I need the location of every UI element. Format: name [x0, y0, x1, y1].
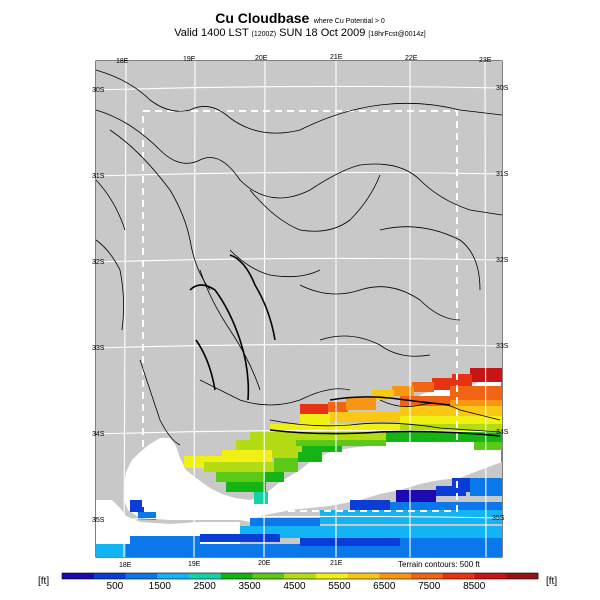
- lon-label-top: 18E: [116, 58, 129, 65]
- colorbar-swatch: [474, 573, 507, 579]
- colorbar-swatch: [93, 573, 126, 579]
- subtitle-zulu: (1200Z): [251, 31, 277, 38]
- colorbar-swatch: [252, 573, 285, 579]
- colorbar-swatch: [442, 573, 475, 579]
- lat-label-right: 33S: [496, 343, 509, 350]
- colorbar-tick-label: 6500: [373, 581, 396, 592]
- colorbar-tick-label: 4500: [283, 581, 306, 592]
- lat-label-left: 30S: [92, 87, 105, 94]
- bottom-lon-labels: 18E 19E 20E 21E: [119, 560, 343, 569]
- lat-label-left: 32S: [92, 259, 105, 266]
- colorbar-tick-label: 1500: [149, 581, 172, 592]
- title-note: where Cu Potential > 0: [313, 18, 385, 25]
- left-lat-labels: 30S 31S 32S 33S 34S 35S: [92, 87, 105, 524]
- colorbar: [61, 572, 539, 580]
- cloudbase-cells: [96, 368, 502, 557]
- lon-label-top: 19E: [183, 56, 196, 63]
- colorbar-tick-labels: 500 1500 2500 3500 4500 5500 6500 7500 8500: [107, 581, 486, 592]
- colorbar-swatch: [157, 573, 190, 579]
- colorbar-swatch: [284, 573, 317, 579]
- colorbar-swatch: [506, 573, 539, 579]
- right-lat-labels: 30S 31S 32S 33S 34S 35S: [492, 85, 509, 522]
- colorbar-unit-right: [ft]: [546, 576, 557, 587]
- colorbar-swatch: [315, 573, 348, 579]
- chart-subtitle: Valid 1400 LST (1200Z) SUN 18 Oct 2009 […: [0, 27, 600, 39]
- colorbar-swatch: [62, 573, 95, 579]
- lat-label-right: 32S: [496, 257, 509, 264]
- lat-label-right: 31S: [496, 171, 509, 178]
- colorbar-tick-label: 2500: [194, 581, 217, 592]
- lon-label-top: 22E: [405, 55, 418, 62]
- lat-label-right: 34S: [496, 429, 509, 436]
- lon-label-bottom: 19E: [188, 561, 201, 568]
- colorbar-swatch: [125, 573, 158, 579]
- lat-label-left: 34S: [92, 431, 105, 438]
- lat-label-right: 35S: [492, 515, 505, 522]
- lat-label-left: 35S: [92, 517, 105, 524]
- colorbar-swatch: [220, 573, 253, 579]
- lon-label-bottom: 18E: [119, 562, 132, 569]
- terrain-note: Terrain contours: 500 ft: [398, 560, 481, 569]
- title-main: Cu Cloudbase: [215, 10, 310, 26]
- chart-title: Cu Cloudbase where Cu Potential > 0: [0, 10, 600, 28]
- colorbar-swatch: [347, 573, 380, 579]
- subtitle-date: SUN 18 Oct 2009: [279, 27, 366, 39]
- colorbar-swatch: [411, 573, 444, 579]
- lon-label-top: 20E: [255, 55, 268, 62]
- lon-label-bottom: 21E: [330, 560, 343, 567]
- colorbar-unit-left: [ft]: [38, 576, 49, 587]
- terrain-contours: [95, 69, 503, 446]
- lat-label-right: 30S: [496, 85, 509, 92]
- subtitle-valid: Valid 1400 LST: [174, 27, 249, 39]
- colorbar-tick-label: 8500: [463, 581, 486, 592]
- colorbar-tick-label: 7500: [418, 581, 441, 592]
- lon-label-bottom: 20E: [258, 560, 271, 567]
- top-lon-labels: 18E 19E 20E 21E 22E 23E: [116, 54, 492, 65]
- lat-label-left: 31S: [92, 173, 105, 180]
- colorbar-tick-label: 3500: [238, 581, 261, 592]
- lat-label-left: 33S: [92, 345, 105, 352]
- colorbar-outline: [61, 572, 539, 580]
- inner-domain-box: [142, 110, 458, 512]
- lon-label-top: 21E: [330, 54, 343, 61]
- colorbar-tick-label: 500: [107, 581, 124, 592]
- subtitle-fcst: [18hrFcst@0014z]: [368, 31, 426, 38]
- colorbar-swatch: [188, 573, 221, 579]
- colorbar-swatch: [379, 573, 412, 579]
- land-area: [96, 61, 502, 557]
- colorbar-tick-label: 5500: [328, 581, 351, 592]
- latlon-grid: [95, 60, 503, 558]
- lon-label-top: 23E: [479, 57, 492, 64]
- terrain-contours-bold: [189, 254, 501, 437]
